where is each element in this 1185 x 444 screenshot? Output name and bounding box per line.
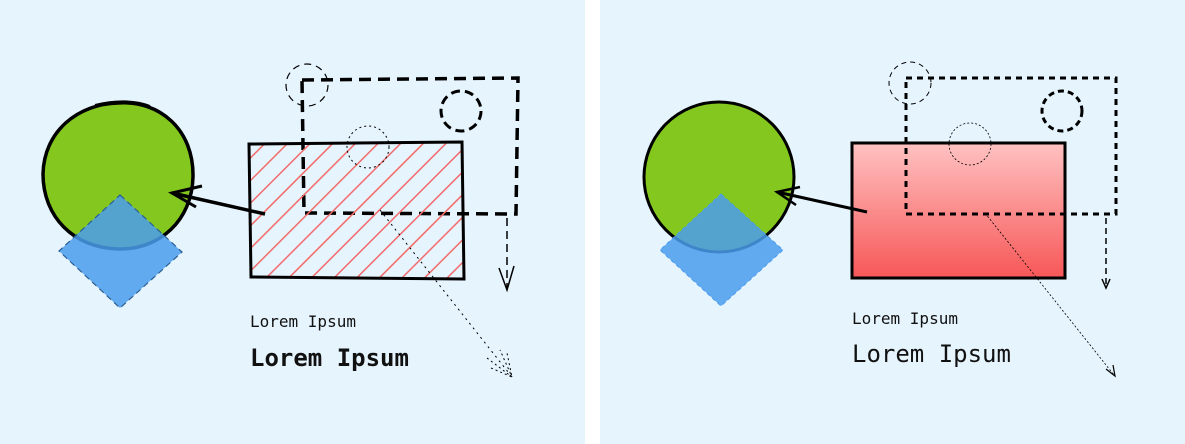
dotted-diagonal-arrow-head <box>1105 364 1116 378</box>
dashed-down-arrow-head <box>1101 278 1111 290</box>
dashed-down-arrow-head <box>498 265 515 293</box>
hatched-rectangle-outline <box>247 140 466 281</box>
dotted-diagonal-arrow <box>984 212 1115 376</box>
bold-dashed-circle <box>439 89 483 133</box>
solid-arrow-head <box>167 184 203 209</box>
sketchy-canvas: Lorem Ipsum Lorem Ipsum <box>41 63 520 378</box>
green-circle-sketch-stroke <box>94 100 151 107</box>
solid-arrow-head <box>773 185 801 207</box>
clean-canvas: Lorem Ipsum Lorem Ipsum <box>642 61 1118 378</box>
small-label: Lorem Ipsum <box>250 312 356 331</box>
blue-diamond <box>659 193 784 307</box>
hatched-rectangle <box>250 143 463 278</box>
gradient-rectangle <box>850 141 1067 280</box>
dotted-diagonal-arrow-head <box>486 349 513 378</box>
small-label: Lorem Ipsum <box>852 309 958 328</box>
small-dashed-circle <box>285 63 329 107</box>
solid-arrow <box>776 190 868 214</box>
sketchy-panel: Lorem Ipsum Lorem Ipsum <box>0 0 585 444</box>
dashed-rectangle <box>904 76 1118 216</box>
large-label: Lorem Ipsum <box>852 340 1011 368</box>
clean-panel: Lorem Ipsum Lorem Ipsum <box>600 0 1185 444</box>
bold-dashed-circle <box>1040 89 1084 133</box>
dotted-circle <box>948 122 992 166</box>
dotted-circle <box>346 125 390 169</box>
small-dashed-circle <box>888 61 932 105</box>
solid-arrow <box>171 191 266 216</box>
blue-diamond <box>58 194 183 309</box>
large-label: Lorem Ipsum <box>250 344 409 372</box>
